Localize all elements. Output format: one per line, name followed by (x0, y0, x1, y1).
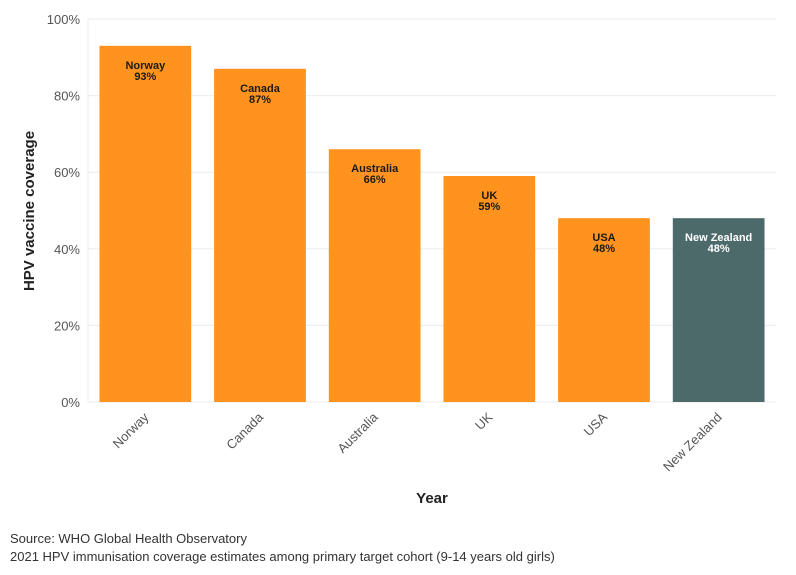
bar-category-label: Australia (351, 163, 399, 175)
bar-value-label: 59% (478, 201, 500, 213)
bar-canada (214, 68, 306, 402)
x-axis-title: Year (416, 490, 448, 507)
x-tick-label: Norway (110, 409, 152, 451)
bar-value-label: 87% (249, 94, 271, 106)
x-tick-label: UK (472, 409, 496, 433)
x-tick-label: Canada (223, 409, 266, 452)
grid-lines (87, 18, 776, 403)
y-tick-label: 100% (47, 12, 81, 27)
x-tick-label: USA (581, 409, 611, 439)
bar-category-label: USA (592, 232, 615, 244)
y-tick-label: 80% (54, 89, 80, 104)
y-tick-labels: 0% 20% 40% 60% 80% 100% (47, 12, 81, 410)
x-tick-label: New Zealand (660, 410, 725, 475)
y-tick-label: 0% (61, 395, 80, 410)
bar-category-label: Canada (240, 83, 281, 95)
x-tick-label: Australia (334, 409, 381, 456)
bar-value-label: 48% (593, 243, 615, 255)
y-axis-title: HPV vaccine coverage (21, 131, 38, 291)
bar-category-label: UK (481, 190, 497, 202)
bar-value-label: 93% (134, 71, 156, 83)
y-tick-label: 60% (54, 165, 80, 180)
bar-uk (443, 176, 536, 402)
bar-norway (99, 45, 192, 403)
bar-usa (558, 218, 650, 402)
bar-australia (328, 149, 421, 402)
bar-new-zealand (672, 218, 765, 402)
bars (99, 45, 765, 403)
y-tick-label: 20% (54, 318, 80, 333)
bar-chart: 0%20%40%60%80%100% Norway93%Canada87%Aus… (21, 12, 776, 507)
bar-value-label: 66% (364, 174, 386, 186)
footer-note: 2021 HPV immunisation coverage estimates… (10, 549, 555, 564)
x-tick-labels: Norway Canada Australia UK USA New Zealand (110, 409, 725, 474)
y-tick-label: 40% (54, 242, 80, 257)
bar-category-label: New Zealand (685, 232, 752, 244)
bar-value-labels: Norway93%Canada87%Australia66%UK59%USA48… (125, 60, 752, 255)
bar-category-label: Norway (125, 60, 166, 72)
bar-value-label: 48% (708, 243, 730, 255)
footer-source: Source: WHO Global Health Observatory (10, 531, 247, 546)
